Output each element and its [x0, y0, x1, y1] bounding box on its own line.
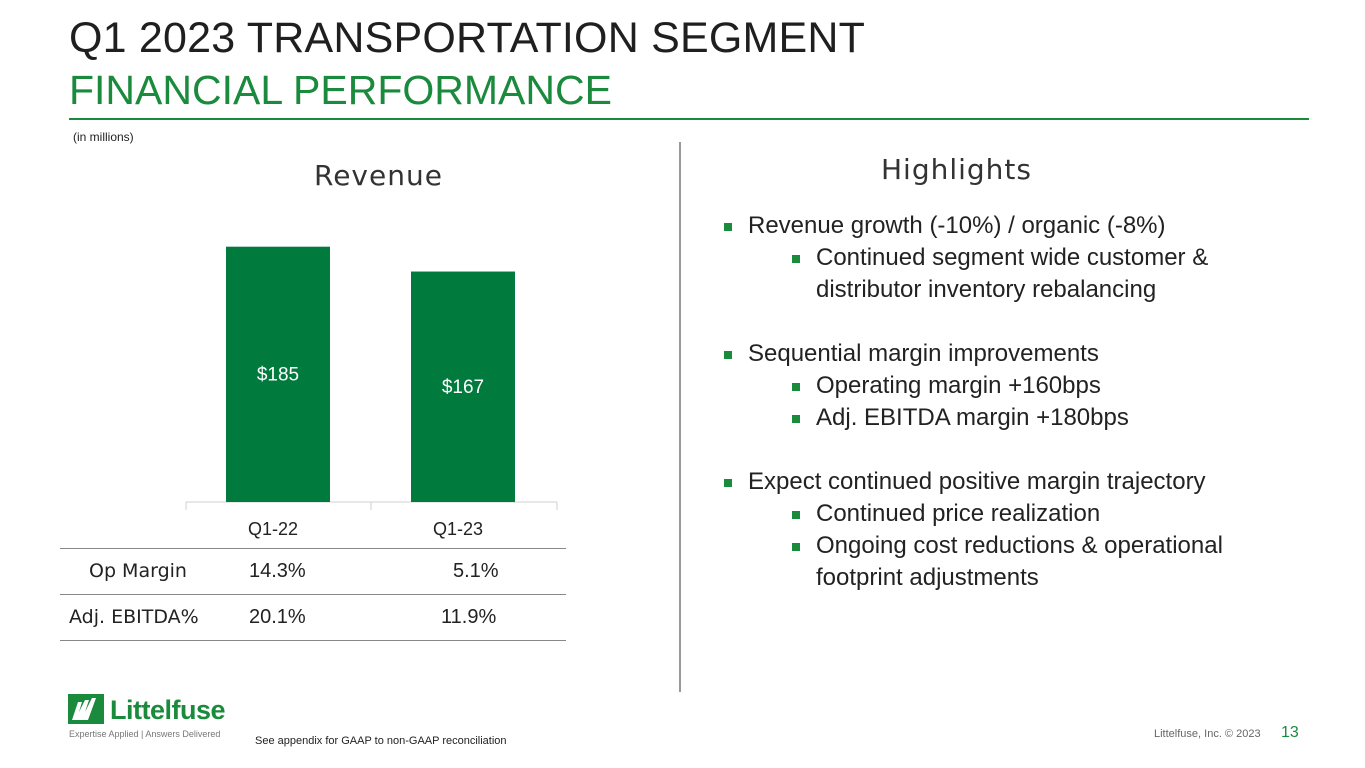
bullet-square-icon [792, 415, 800, 423]
slide-title: Q1 2023 TRANSPORTATION SEGMENT [69, 14, 866, 62]
highlights-list: Revenue growth (-10%) / organic (-8%) Co… [722, 210, 1322, 594]
sub-bullet: Operating margin +160bps [722, 370, 1322, 402]
metric-value-q1-23: 11.9% [441, 606, 497, 628]
slide-subtitle: FINANCIAL PERFORMANCE [69, 67, 612, 113]
x-tick-q1-22: Q1-22 [248, 519, 298, 539]
metrics-row-op-margin: Op Margin 14.3% 5.1% [60, 548, 566, 594]
bullet-square-icon [724, 223, 732, 231]
revenue-chart-title: Revenue [314, 159, 443, 192]
logo-tagline: Expertise Applied | Answers Delivered [69, 729, 221, 739]
bullet-square-icon [724, 479, 732, 487]
metric-value-q1-22: 14.3% [249, 560, 306, 582]
bullet-margin-improvements: Sequential margin improvements [722, 338, 1322, 370]
metrics-row-adj-ebitda: Adj. EBITDA% 20.1% 11.9% [60, 594, 566, 641]
bullet-revenue-growth: Revenue growth (-10%) / organic (-8%) [722, 210, 1322, 242]
bullet-margin-trajectory: Expect continued positive margin traject… [722, 466, 1322, 498]
bar-q1-23 [411, 271, 515, 502]
copyright: Littelfuse, Inc. © 2023 [1154, 728, 1261, 740]
metric-label: Adj. EBITDA% [69, 606, 199, 628]
highlights-title: Highlights [881, 153, 1032, 186]
sub-bullet-continuation: distributor inventory rebalancing [722, 274, 1322, 306]
sub-bullet-text: Operating margin +160bps [816, 372, 1101, 399]
sub-bullet: Ongoing cost reductions & operational [722, 530, 1322, 562]
metrics-table: Op Margin 14.3% 5.1% Adj. EBITDA% 20.1% … [60, 548, 566, 641]
sub-bullet: Adj. EBITDA margin +180bps [722, 402, 1322, 434]
vertical-divider [679, 142, 681, 692]
bullet-square-icon [724, 351, 732, 359]
bullet-square-icon [792, 543, 800, 551]
sub-bullet: Continued price realization [722, 498, 1322, 530]
revenue-chart: $185 $167 Q1-22 Q1-23 [185, 246, 558, 539]
bullet-text: Expect continued positive margin traject… [748, 468, 1206, 495]
units-note: (in millions) [73, 130, 134, 144]
sub-bullet-text: Continued segment wide customer & [816, 244, 1209, 271]
bullet-text: Sequential margin improvements [748, 340, 1099, 367]
sub-bullet: Continued segment wide customer & [722, 242, 1322, 274]
logo-wordmark: Littelfuse [110, 695, 226, 725]
sub-bullet-text: footprint adjustments [816, 564, 1039, 591]
sub-bullet-text: Ongoing cost reductions & operational [816, 532, 1223, 559]
sub-bullet-continuation: footprint adjustments [722, 562, 1322, 594]
metric-label: Op Margin [89, 560, 187, 582]
bar-q1-22 [226, 246, 330, 502]
x-tick-q1-23: Q1-23 [433, 519, 483, 539]
bar-label-q1-22: $185 [257, 364, 299, 385]
sub-bullet-text: distributor inventory rebalancing [816, 276, 1157, 303]
bullet-text: Revenue growth (-10%) / organic (-8%) [748, 212, 1166, 239]
littelfuse-logo-icon [68, 694, 104, 724]
bar-label-q1-23: $167 [442, 377, 484, 398]
page-number: 13 [1281, 724, 1299, 741]
metric-value-q1-23: 5.1% [453, 560, 499, 582]
sub-bullet-text: Adj. EBITDA margin +180bps [816, 404, 1129, 431]
bullet-square-icon [792, 383, 800, 391]
metric-value-q1-22: 20.1% [249, 606, 306, 628]
title-divider [69, 118, 1309, 120]
sub-bullet-text: Continued price realization [816, 500, 1101, 527]
bullet-square-icon [792, 511, 800, 519]
footnote: See appendix for GAAP to non-GAAP reconc… [255, 735, 507, 747]
bullet-square-icon [792, 255, 800, 263]
